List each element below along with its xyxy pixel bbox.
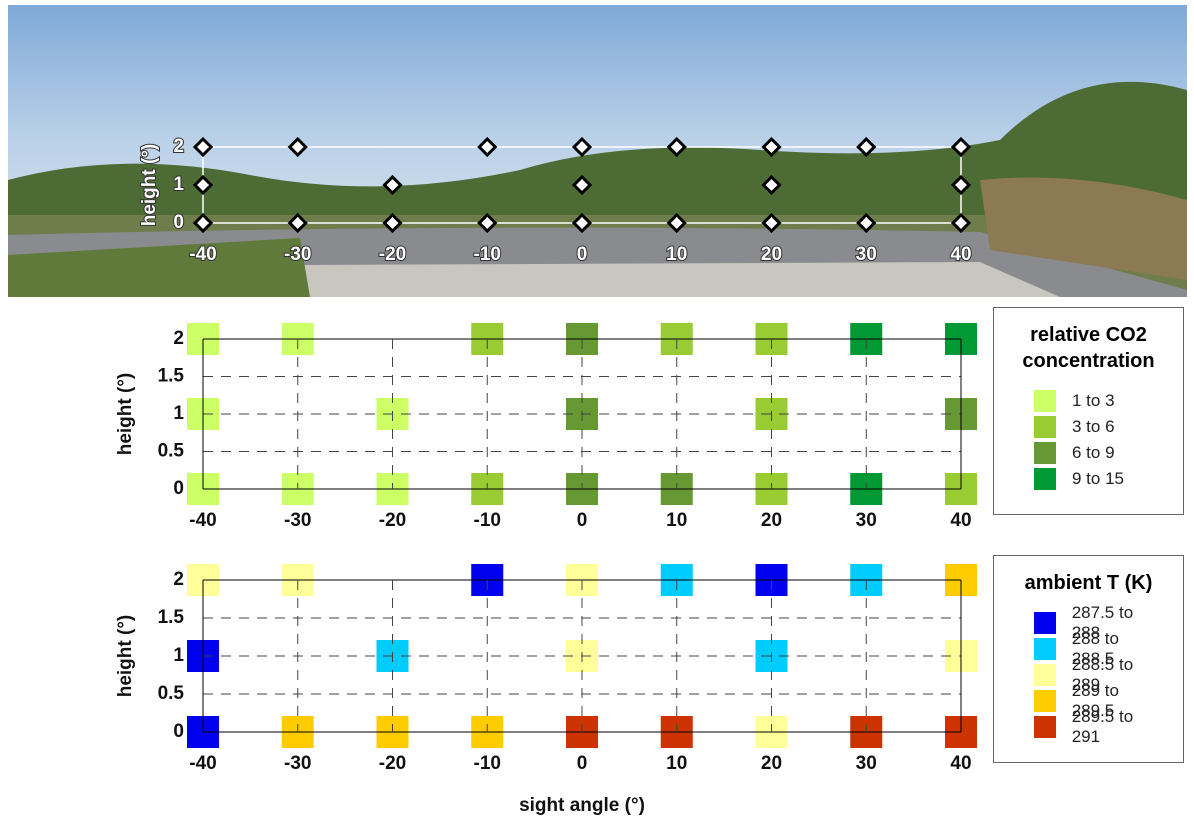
x-tick-label: -30 xyxy=(284,510,311,531)
legend-swatch xyxy=(1034,442,1056,464)
legend: relative CO2 concentration 1 to 3 3 to 6 6 … xyxy=(993,307,1184,515)
x-tick-label: -40 xyxy=(189,244,216,265)
photo xyxy=(8,5,1187,297)
x-tick-label: -10 xyxy=(474,244,501,265)
y-tick-label: 2 xyxy=(173,328,184,349)
legend-entry: 1 to 3 xyxy=(1034,388,1165,414)
x-tick-label: 30 xyxy=(856,244,877,265)
grid xyxy=(203,339,961,489)
x-tick-label: 10 xyxy=(666,753,687,774)
legend-swatch xyxy=(1034,690,1056,712)
legend-entry: 3 to 6 xyxy=(1034,414,1165,440)
y-axis-label: height (°) xyxy=(115,373,136,456)
x-tick-label: -10 xyxy=(474,753,501,774)
y-tick-label: 0 xyxy=(173,212,184,233)
y-tick-label: 1.5 xyxy=(158,607,185,628)
x-tick-label: 0 xyxy=(577,244,588,265)
legend-swatch xyxy=(1034,612,1056,634)
y-tick-label: 2 xyxy=(173,136,184,157)
legend-entry: 9 to 15 xyxy=(1034,466,1165,492)
y-tick-label: 0.5 xyxy=(158,441,185,462)
x-tick-label: -30 xyxy=(284,753,311,774)
legend-swatch xyxy=(1034,416,1056,438)
x-tick-label: -40 xyxy=(189,753,216,774)
x-tick-label: 20 xyxy=(761,244,782,265)
y-tick-label: 0 xyxy=(173,721,184,742)
legend-swatch xyxy=(1034,716,1056,738)
x-tick-label: 40 xyxy=(950,510,971,531)
x-tick-label: -20 xyxy=(379,510,406,531)
x-tick-label: 10 xyxy=(666,244,687,265)
x-axis-label: sight angle (°) xyxy=(519,795,645,816)
legend-swatch xyxy=(1034,664,1056,686)
x-tick-label: -20 xyxy=(379,244,406,265)
x-tick-label: 20 xyxy=(761,753,782,774)
legend-entry: 6 to 9 xyxy=(1034,440,1165,466)
x-tick-label: -10 xyxy=(474,510,501,531)
x-tick-label: -30 xyxy=(284,244,311,265)
y-tick-label: 2 xyxy=(173,569,184,590)
legend-label: 3 to 6 xyxy=(1072,417,1115,437)
legend-swatch xyxy=(1034,638,1056,660)
legend-label: 1 to 3 xyxy=(1072,391,1115,411)
x-tick-label: 10 xyxy=(666,510,687,531)
y-tick-label: 1.5 xyxy=(158,366,185,387)
x-tick-label: 20 xyxy=(761,510,782,531)
y-tick-label: 1 xyxy=(173,174,184,195)
legend-label: 6 to 9 xyxy=(1072,443,1115,463)
legend-label: 9 to 15 xyxy=(1072,469,1124,489)
legend-title: ambient T (K) xyxy=(1012,570,1165,596)
y-tick-label: 0.5 xyxy=(158,683,185,704)
x-tick-label: 30 xyxy=(856,510,877,531)
legend-label: 289.5 to 291 xyxy=(1072,707,1165,747)
y-axis-label: height (°) xyxy=(139,144,160,227)
x-tick-label: 40 xyxy=(950,753,971,774)
grid xyxy=(203,580,961,732)
x-tick-label: -40 xyxy=(189,510,216,531)
y-tick-label: 1 xyxy=(173,403,184,424)
y-tick-label: 0 xyxy=(173,478,184,499)
x-tick-label: 0 xyxy=(577,753,588,774)
x-tick-label: -20 xyxy=(379,753,406,774)
x-tick-label: 0 xyxy=(577,510,588,531)
x-tick-label: 30 xyxy=(856,753,877,774)
legend-swatch xyxy=(1034,390,1056,412)
legend-swatch xyxy=(1034,468,1056,490)
y-tick-label: 1 xyxy=(173,645,184,666)
legend-entry: 289.5 to 291 xyxy=(1034,714,1165,740)
legend-title: relative CO2 concentration xyxy=(1012,322,1165,374)
y-axis-label: height (°) xyxy=(115,615,136,698)
page: 012-40-30-20-10010203040height (°)00.511… xyxy=(0,0,1194,826)
x-tick-label: 40 xyxy=(950,244,971,265)
